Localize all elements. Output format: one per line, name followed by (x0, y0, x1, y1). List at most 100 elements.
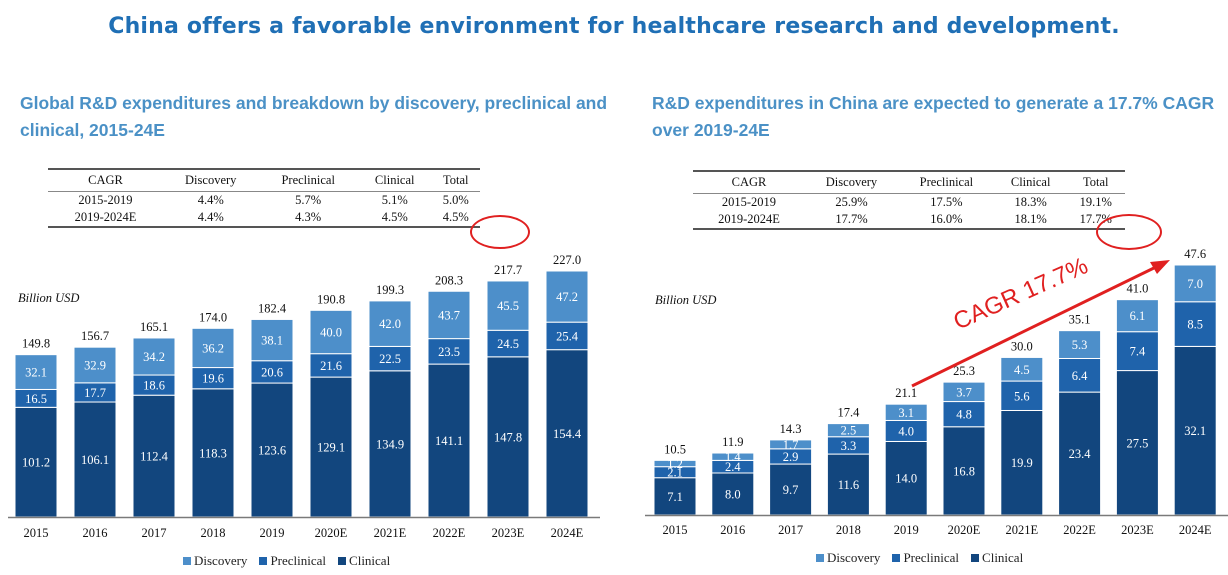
table-cell: 4.3% (295, 210, 322, 224)
table-cell: 4.4% (197, 193, 224, 207)
x-tick-label: 2016 (720, 523, 745, 537)
bar-segment-discovery (14, 354, 58, 390)
x-tick-label: 2015 (24, 526, 49, 540)
bar-total-label: 47.6 (1184, 247, 1206, 261)
bar-total-label: 21.1 (895, 386, 917, 400)
table-cell: 16.0% (930, 212, 963, 226)
table-cell: 5.0% (442, 193, 469, 207)
bar-segment-discovery (486, 280, 530, 331)
bar-total-label: 156.7 (81, 329, 109, 343)
x-tick-label: 2016 (83, 526, 108, 540)
bar-total-label: 182.4 (258, 301, 287, 315)
table-header: Discovery (804, 171, 898, 194)
bar-total-label: 165.1 (140, 320, 168, 334)
bar-value-label: 2.1 (667, 466, 683, 480)
bar-value-label: 4.0 (898, 424, 914, 438)
bar-value-label: 2.5 (841, 424, 857, 438)
table-header: Total (431, 169, 480, 192)
bar-value-label: 38.1 (261, 334, 283, 348)
x-tick-label: 2017 (778, 523, 803, 537)
bar-segment-clinical (711, 472, 755, 516)
legend-item-discovery: Discovery (816, 550, 880, 566)
preclinical-swatch-icon (892, 554, 901, 562)
table-cell: 17.7% (835, 212, 868, 226)
table-header: Total (1066, 171, 1125, 194)
bar-value-label: 3.3 (841, 439, 857, 453)
bar-value-label: 43.7 (438, 308, 460, 322)
bar-total-label: 11.9 (722, 435, 743, 449)
highlight-circle (470, 215, 530, 249)
bar-segment-discovery (711, 452, 755, 461)
x-tick-label: 2015 (663, 523, 688, 537)
bar-value-label: 1.2 (667, 457, 683, 471)
bar-total-label: 217.7 (494, 263, 522, 277)
bar-value-label: 16.5 (25, 392, 47, 406)
bar-value-label: 4.5 (1014, 363, 1030, 377)
bar-value-label: 9.7 (783, 483, 799, 497)
bar-segment-preclinical (545, 321, 589, 351)
bar-value-label: 112.4 (140, 450, 168, 464)
bar-value-label: 27.5 (1126, 436, 1148, 450)
legend-label: Discovery (827, 550, 881, 565)
table-cell: 19.1% (1079, 195, 1112, 209)
table-header: Clinical (994, 171, 1067, 194)
table-header: Discovery (162, 169, 259, 192)
discovery-swatch-icon (816, 554, 824, 562)
bar-segment-discovery (1000, 356, 1044, 382)
bar-value-label: 1.7 (783, 438, 799, 452)
table-cell: 4.4% (197, 210, 224, 224)
bar-segment-discovery (545, 270, 589, 323)
discovery-swatch-icon (183, 557, 191, 565)
cagr-arrow-head-icon (1150, 260, 1170, 274)
x-tick-label: 2023E (1121, 523, 1154, 537)
table-cell: 17.5% (930, 195, 963, 209)
clinical-swatch-icon (338, 557, 347, 565)
bar-segment-clinical (769, 463, 813, 516)
table-row: 2019-2024E 4.4% 4.3% 4.5% 4.5% (48, 209, 480, 227)
bar-segment-discovery (769, 439, 813, 450)
bar-segment-discovery (250, 318, 294, 362)
y-unit-label: Billion USD (18, 291, 79, 305)
bar-segment-preclinical (486, 329, 530, 358)
bar-value-label: 106.1 (81, 453, 109, 467)
bar-value-label: 22.5 (379, 352, 401, 366)
legend-label: Discovery (194, 553, 248, 568)
bar-value-label: 34.2 (143, 350, 165, 364)
global-cagr-table: CAGR Discovery Preclinical Clinical Tota… (48, 168, 480, 228)
bar-segment-preclinical (427, 338, 471, 365)
bar-total-label: 14.3 (780, 422, 802, 436)
bar-total-label: 25.3 (953, 364, 975, 378)
bar-value-label: 5.3 (1072, 338, 1088, 352)
bar-value-label: 4.8 (956, 408, 972, 422)
bar-segment-preclinical (1173, 301, 1217, 347)
legend-item-preclinical: Preclinical (259, 553, 326, 569)
table-cell: 2019-2024E (718, 212, 780, 226)
x-tick-label: 2021E (374, 526, 407, 540)
table-cell: 4.5% (381, 210, 408, 224)
bar-value-label: 8.5 (1187, 318, 1203, 332)
bar-value-label: 3.7 (956, 385, 972, 399)
bar-segment-clinical (250, 382, 294, 518)
bar-value-label: 3.1 (898, 406, 914, 420)
legend-item-clinical: Clinical (338, 553, 390, 569)
x-tick-label: 2018 (201, 526, 226, 540)
x-tick-label: 2019 (260, 526, 285, 540)
highlight-circle (1096, 214, 1162, 250)
table-cell: 25.9% (835, 195, 868, 209)
china-cagr-table: CAGR Discovery Preclinical Clinical Tota… (693, 170, 1125, 230)
preclinical-swatch-icon (259, 557, 268, 565)
bar-value-label: 14.0 (895, 472, 917, 486)
bar-total-label: 208.3 (435, 273, 463, 287)
legend-label: Preclinical (903, 550, 960, 565)
bar-total-label: 227.0 (553, 253, 581, 267)
legend-label: Clinical (349, 553, 391, 568)
bar-segment-discovery (884, 403, 928, 421)
bar-value-label: 45.5 (497, 299, 519, 313)
bar-value-label: 19.9 (1011, 456, 1033, 470)
bar-value-label: 42.0 (379, 317, 401, 331)
bar-segment-discovery (191, 327, 235, 369)
bar-segment-clinical (486, 356, 530, 518)
bar-value-label: 47.2 (556, 290, 578, 304)
table-header-row: CAGR Discovery Preclinical Clinical Tota… (48, 169, 480, 192)
